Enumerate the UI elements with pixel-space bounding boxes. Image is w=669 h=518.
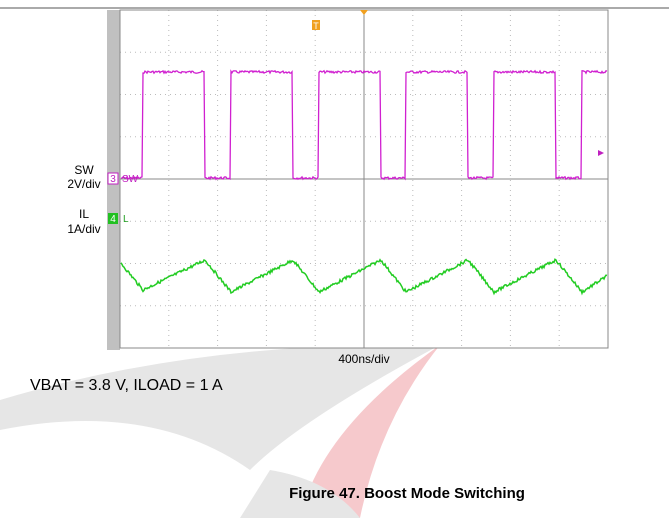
channel-scale: 2V/div [67, 177, 100, 191]
channel-badge [107, 172, 119, 185]
trigger-marker-bg [312, 20, 320, 30]
channel-marker: 4 [110, 214, 116, 225]
trigger-arrow [360, 10, 368, 15]
il-waveform [120, 258, 608, 296]
channel-tag: L [123, 214, 129, 225]
trigger-marker: T [313, 21, 319, 31]
sw-waveform [120, 69, 608, 181]
timebase: 400ns/div [338, 352, 389, 366]
channel-label: SW [74, 163, 94, 177]
conditions: VBAT = 3.8 V, ILOAD = 1 A [30, 377, 223, 394]
channel-label: IL [79, 207, 89, 221]
channel-badge [108, 213, 118, 224]
watermark [240, 470, 360, 518]
waveforms [120, 69, 608, 296]
channel-tag: SW [122, 174, 139, 185]
level-arrow [598, 150, 604, 156]
channel-marker: 3 [110, 174, 116, 185]
watermark [0, 344, 440, 470]
figure-title: Figure 47. Boost Mode Switching [289, 485, 525, 502]
channel-scale: 1A/div [67, 222, 100, 236]
watermark [300, 345, 440, 518]
